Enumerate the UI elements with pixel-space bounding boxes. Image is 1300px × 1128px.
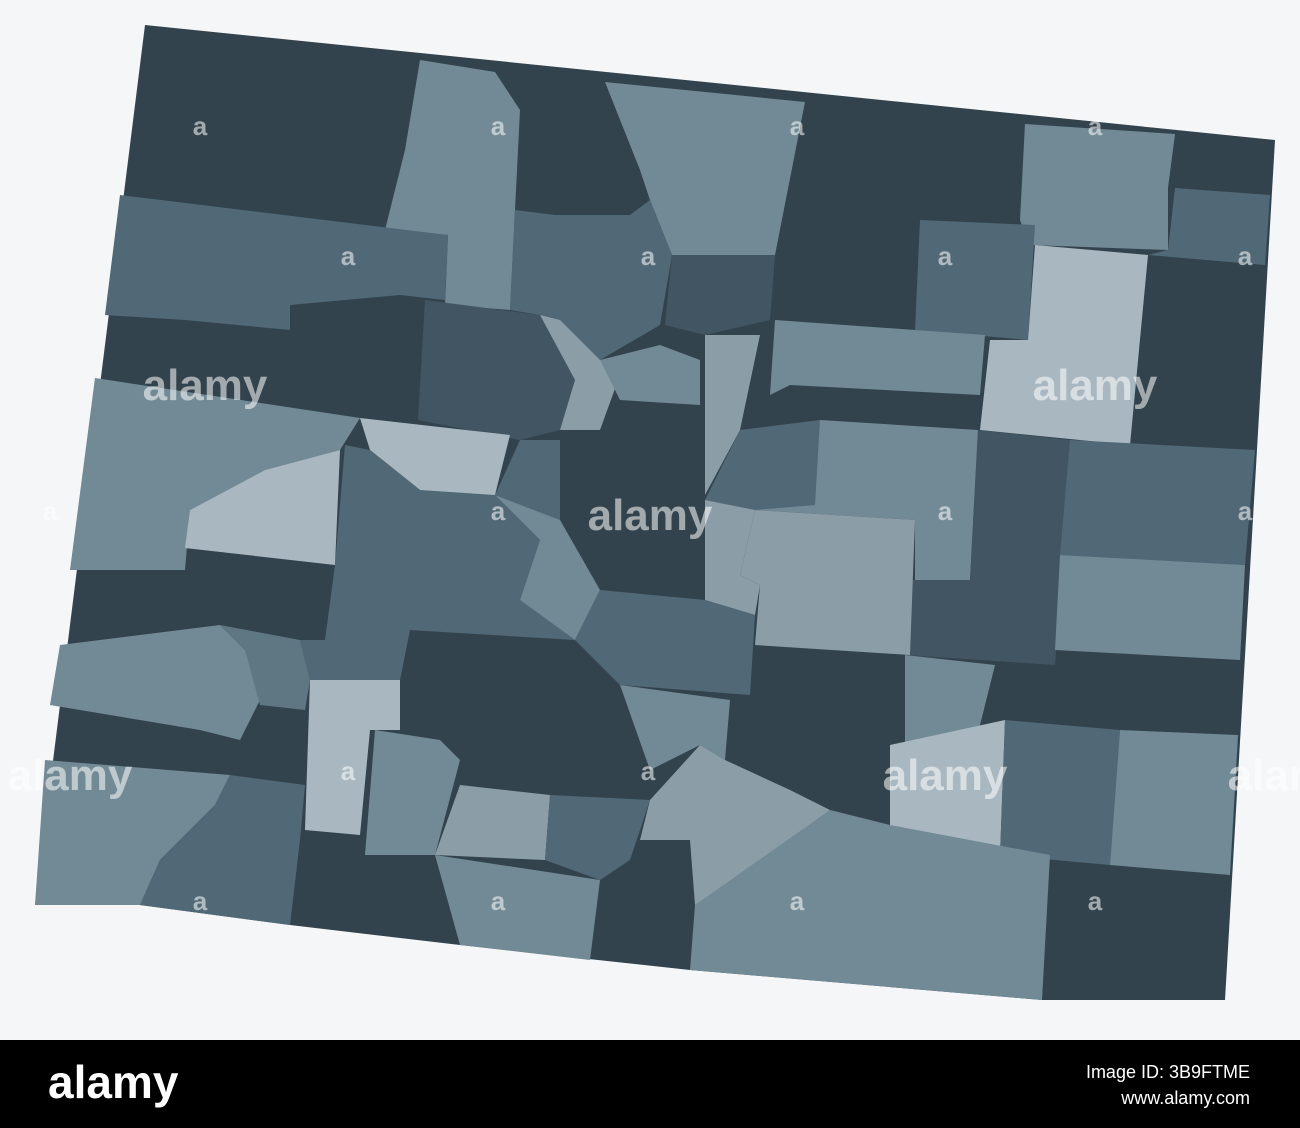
county [1110,730,1238,875]
logo-mark: a [641,241,656,271]
logo-mark: a [491,496,506,526]
county [140,775,305,925]
logo-mark: a [341,756,356,786]
logo-mark: a [790,111,805,141]
county [690,810,1050,1000]
county [890,720,1005,855]
logo-mark: a [43,496,58,526]
county [740,510,915,655]
county [545,795,650,880]
logo-mark: a [1238,241,1253,271]
watermark: alamy [8,751,133,800]
county [640,745,830,905]
logo-mark: a [790,886,805,916]
county [435,855,600,960]
county [50,625,260,740]
logo-mark: a [938,496,953,526]
watermark: alamy [883,751,1008,800]
logo-mark: a [641,756,656,786]
county [600,345,700,405]
logo-mark: a [1238,496,1253,526]
county [305,680,400,835]
logo-mark: a [491,886,506,916]
county [620,685,730,770]
footer-image-id: Image ID: 3B9FTME [1086,1062,1250,1082]
county [360,418,510,505]
county [705,500,760,615]
county [1020,124,1175,250]
county [185,450,340,565]
footer-bar [0,1040,1300,1128]
logo-mark: a [1088,886,1103,916]
colorado-map [35,25,1275,1000]
footer-url: www.alamy.com [1120,1088,1250,1108]
county [575,590,755,695]
county [365,730,460,855]
logo-mark: a [491,111,506,141]
logo-mark: a [1088,111,1103,141]
logo-mark: a [938,241,953,271]
watermark: alamy [1033,361,1158,410]
county [915,220,1035,340]
county [495,440,560,520]
county [705,420,820,510]
logo-mark: a [193,886,208,916]
county [495,495,600,640]
county [540,315,620,430]
watermarks: alamy alamy alamy alamy alamy alamy a a a a a a a a a a… [8,111,1300,916]
county [105,195,448,330]
logo-mark: a [341,241,356,271]
county [770,320,985,395]
county [705,335,760,495]
footer-brand: alamy [48,1056,179,1108]
county [905,655,995,745]
county [1148,188,1270,265]
county [435,785,550,860]
county [220,625,310,710]
county [418,300,575,440]
county [1055,555,1245,660]
county [665,255,775,335]
logo-mark: a [193,111,208,141]
watermark: alamy [143,361,268,410]
county [905,430,1070,665]
county [1060,440,1255,565]
watermark: alamy [1228,751,1300,800]
county [980,245,1148,445]
county [1000,720,1120,865]
county [605,82,805,255]
county [35,760,230,905]
county [70,378,360,570]
county [385,60,520,310]
watermark: alamy [588,491,713,540]
county [300,445,575,680]
